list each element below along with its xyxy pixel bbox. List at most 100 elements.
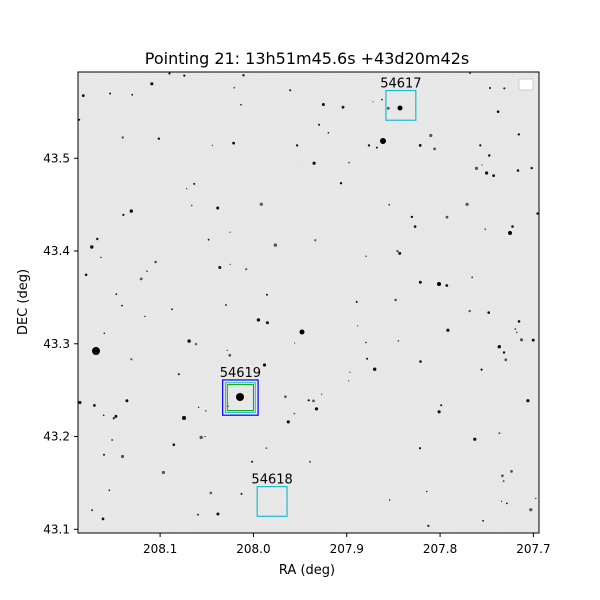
star [78, 118, 81, 121]
x-axis: 208.1 208.0 207.9 207.8 207.7 [143, 533, 551, 556]
x-tick-label: 208.1 [143, 542, 177, 556]
star [389, 499, 391, 501]
star [108, 489, 111, 492]
star [177, 373, 180, 376]
star [501, 474, 504, 478]
star [446, 328, 450, 332]
y-tick-label: 43.3 [43, 337, 70, 351]
star [419, 360, 422, 363]
bright-star [92, 347, 100, 355]
star [190, 204, 193, 207]
star [216, 206, 220, 210]
star [262, 363, 267, 367]
star [473, 437, 477, 441]
star [492, 174, 495, 178]
star [144, 315, 146, 318]
star [293, 412, 296, 415]
target-box-54617 [385, 89, 417, 121]
star [479, 144, 482, 147]
star [168, 72, 171, 75]
star [309, 460, 311, 463]
y-tick-label: 43.2 [43, 430, 70, 444]
star [78, 400, 82, 405]
star [101, 517, 105, 521]
star [218, 266, 222, 269]
bright-star [397, 105, 403, 111]
star [511, 225, 514, 228]
star [186, 188, 188, 190]
y-tick-label: 43.5 [43, 151, 70, 165]
star [375, 146, 378, 149]
star [445, 215, 449, 219]
star [103, 453, 105, 456]
star [229, 263, 231, 266]
star [273, 243, 278, 247]
star [157, 137, 160, 140]
star [501, 500, 503, 502]
star [318, 123, 321, 126]
star [265, 447, 268, 449]
star [242, 74, 245, 77]
star [356, 325, 359, 327]
star [294, 342, 296, 344]
star [445, 284, 449, 287]
star [211, 144, 214, 147]
star [100, 256, 102, 259]
star [489, 87, 491, 89]
star [115, 293, 118, 295]
star [339, 182, 343, 185]
star [498, 432, 501, 435]
star [307, 399, 310, 402]
x-axis-label: RA (deg) [279, 563, 335, 578]
bright-star [236, 393, 244, 401]
star [131, 93, 134, 96]
star [488, 154, 491, 157]
star [112, 417, 115, 420]
star [171, 308, 173, 311]
star [146, 270, 148, 273]
star [394, 298, 397, 302]
star-field [78, 72, 539, 527]
star [517, 320, 521, 323]
star [102, 414, 105, 417]
star [504, 358, 508, 362]
star [440, 404, 443, 407]
star [367, 144, 371, 147]
star [519, 338, 524, 342]
star [373, 367, 377, 371]
star [197, 513, 199, 516]
star [517, 133, 520, 136]
star [233, 86, 236, 89]
star [154, 260, 157, 264]
star [114, 414, 118, 418]
star [531, 338, 535, 342]
y-tick-label: 43.1 [43, 522, 70, 536]
star [312, 161, 316, 165]
star [240, 492, 243, 495]
star [433, 147, 436, 151]
sky-image [78, 72, 539, 533]
bright-star [380, 138, 386, 144]
star [510, 470, 513, 473]
star [150, 82, 154, 86]
star [205, 410, 207, 412]
x-tick-label: 207.9 [330, 542, 364, 556]
star [129, 209, 133, 213]
star [312, 399, 315, 403]
star [349, 371, 351, 373]
star [388, 204, 391, 206]
star [121, 136, 124, 139]
star [487, 311, 491, 314]
star [232, 141, 236, 145]
bright-star [182, 416, 186, 420]
star [284, 395, 287, 399]
star [480, 368, 483, 371]
star [429, 133, 433, 138]
star [229, 231, 231, 233]
star [526, 399, 530, 403]
star [109, 92, 112, 95]
star [103, 332, 106, 335]
target-label: 54617 [380, 77, 421, 92]
star [365, 341, 367, 344]
